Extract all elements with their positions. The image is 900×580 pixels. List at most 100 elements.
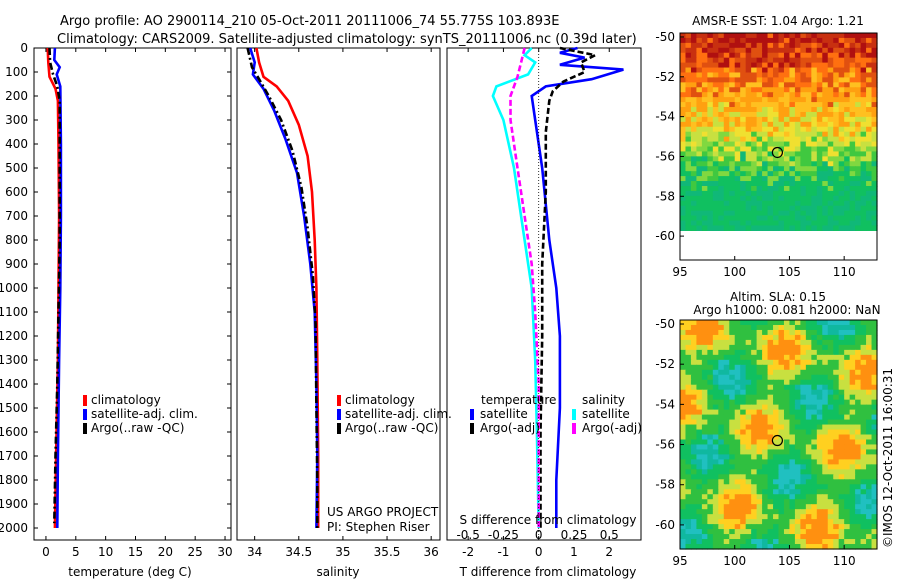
map-cell xyxy=(756,141,763,148)
map-cell xyxy=(849,539,856,545)
map-cell xyxy=(866,97,873,103)
map-cell xyxy=(783,369,791,376)
map-cell xyxy=(778,334,785,341)
map-cell xyxy=(773,195,780,202)
map-cell xyxy=(723,364,730,371)
map-cell xyxy=(822,504,829,510)
map-cell xyxy=(701,57,708,64)
map-cell xyxy=(827,504,834,510)
map-cell xyxy=(827,47,834,54)
map-cell xyxy=(855,444,862,451)
map-cell xyxy=(871,454,878,460)
map-cell xyxy=(729,354,736,361)
map-cell xyxy=(718,210,725,217)
map-cell xyxy=(866,494,873,500)
map-cell xyxy=(838,509,845,515)
map-cell xyxy=(827,82,834,88)
map-cell xyxy=(745,151,752,157)
map-cell xyxy=(805,57,812,64)
map-cell xyxy=(871,33,878,39)
map-cell xyxy=(734,384,741,391)
map-cell xyxy=(690,329,698,336)
map-cell xyxy=(767,509,774,515)
map-cell xyxy=(690,379,698,386)
map-cell xyxy=(762,102,769,108)
salinity-panel: 34 34.5 35 35.5 36 salinity climatologysatel… xyxy=(236,47,452,579)
map-cell xyxy=(723,176,730,182)
map-cell xyxy=(855,57,862,64)
map-cell xyxy=(701,524,708,530)
map-cell xyxy=(844,126,851,133)
map-cell xyxy=(849,469,856,475)
map-cell xyxy=(860,141,867,148)
map-cell xyxy=(805,529,812,535)
map-cell xyxy=(690,374,698,381)
map-cell xyxy=(789,424,796,431)
map-cell xyxy=(773,116,780,123)
map-cell xyxy=(756,82,763,88)
map-cell xyxy=(734,215,741,222)
map-cell xyxy=(838,409,845,416)
map-cell xyxy=(718,469,725,475)
map-cell xyxy=(718,434,725,441)
map-cell xyxy=(723,220,730,227)
map-cell xyxy=(718,429,725,436)
map-cell xyxy=(860,121,867,128)
map-cell xyxy=(740,499,747,505)
map-cell xyxy=(816,126,823,133)
map-cell xyxy=(849,444,856,451)
map-cell xyxy=(822,359,829,366)
map-cell xyxy=(762,484,769,490)
map-cell xyxy=(871,107,878,113)
map-cell xyxy=(723,469,730,475)
map-cell xyxy=(866,499,873,505)
map-cell xyxy=(745,449,752,456)
map-cell xyxy=(822,529,829,535)
map-cell xyxy=(707,449,714,456)
map-cell xyxy=(794,102,801,108)
map-cell xyxy=(745,57,752,64)
map-cell xyxy=(833,210,840,217)
map-cell xyxy=(756,524,763,530)
map-cell xyxy=(794,334,801,341)
map-cell xyxy=(756,354,763,361)
map-cell xyxy=(712,67,719,74)
map-cell xyxy=(778,72,785,79)
map-cell xyxy=(751,72,758,79)
map-cell xyxy=(871,409,878,416)
map-cell xyxy=(712,509,719,515)
map-cell xyxy=(833,136,840,143)
map-cell xyxy=(811,200,818,207)
map-cell xyxy=(811,176,818,182)
map-cell xyxy=(723,474,730,480)
map-cell xyxy=(762,344,769,351)
map-cell xyxy=(855,181,862,187)
map-cell xyxy=(783,424,791,431)
map-cell xyxy=(762,156,769,162)
map-cell xyxy=(860,320,867,326)
map-cell xyxy=(833,459,840,465)
map-cell xyxy=(783,409,791,416)
map-cell xyxy=(751,107,758,113)
map-cell xyxy=(871,364,878,371)
map-cell xyxy=(701,404,708,411)
map-cell xyxy=(800,171,807,177)
map-cell xyxy=(844,324,851,331)
map-cell xyxy=(855,42,862,49)
map-cell xyxy=(773,414,780,421)
map-cell xyxy=(838,329,845,336)
map-cell xyxy=(767,195,774,202)
map-cell xyxy=(849,225,856,231)
map-cell xyxy=(690,389,698,396)
map-cell xyxy=(844,449,851,456)
y-tick-label: 500 xyxy=(5,161,28,175)
map-cell xyxy=(816,111,823,118)
map-cell xyxy=(756,146,763,153)
map-cell xyxy=(680,205,687,212)
map-cell xyxy=(718,215,725,222)
map-cell xyxy=(833,379,840,386)
map-cell xyxy=(871,464,878,470)
map-cell xyxy=(822,200,829,207)
map-cell xyxy=(718,136,725,143)
legend-label: satellite-adj. clim. xyxy=(345,407,452,421)
